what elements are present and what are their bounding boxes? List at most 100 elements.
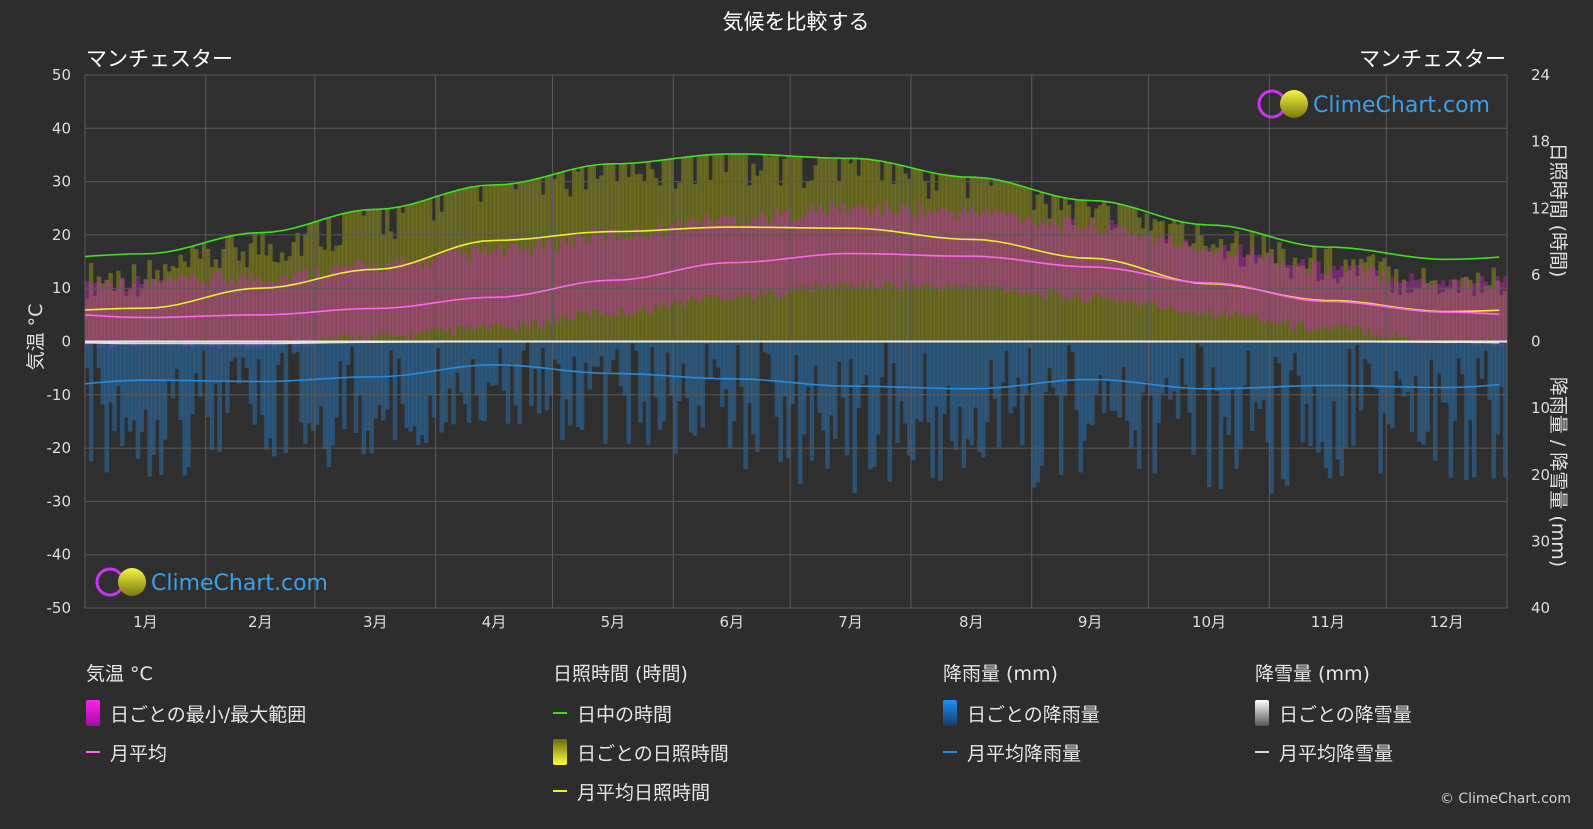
rain-daily-bar (689, 342, 693, 433)
rain-daily-bar (167, 342, 171, 381)
rain-daily-bar (619, 342, 623, 387)
temp-range-daily-bar (284, 275, 288, 342)
temp-range-daily-bar (334, 265, 338, 339)
rain-daily-bar (782, 342, 786, 397)
rain-daily-bar (681, 342, 685, 364)
plot-area: 50403020100-10-20-30-40-5024181260102030… (47, 66, 1551, 631)
rain-daily-bar (665, 342, 669, 353)
temp-range-daily-bar (171, 279, 175, 343)
rain-daily-bar (1402, 342, 1406, 397)
rain-daily-bar (362, 342, 366, 455)
rain-daily-bar (475, 342, 479, 396)
rain-daily-bar (1273, 342, 1277, 357)
temp-range-daily-bar (1480, 276, 1484, 337)
rain-daily-bar (876, 342, 880, 435)
temp-range-daily-bar (767, 224, 771, 292)
rain-daily-bar (1390, 342, 1394, 429)
temp-range-daily-bar (1429, 285, 1433, 343)
temp-range-daily-bar (708, 220, 712, 294)
rain-daily-bar (1114, 342, 1118, 411)
rain-daily-bar (1071, 342, 1075, 353)
temp-range-daily-bar (821, 211, 825, 289)
rain-daily-bar (514, 342, 518, 406)
temp-range-daily-bar (440, 254, 444, 327)
rain-daily-bar (1339, 342, 1343, 476)
temp-range-daily-bar (303, 269, 307, 347)
rain-daily-bar (307, 342, 311, 424)
rain-daily-bar (1024, 342, 1028, 395)
rain-daily-bar (845, 342, 849, 456)
temp-range-daily-bar (1001, 212, 1005, 289)
rain-daily-bar (560, 342, 564, 440)
temp-range-daily-bar (611, 230, 615, 315)
rain-daily-bar (393, 342, 397, 441)
temp-range-daily-bar (1223, 245, 1227, 309)
y-tick-right-precip: 40 (1531, 599, 1550, 617)
temp-range-daily-bar (253, 281, 257, 346)
temp-range-daily-bar (798, 219, 802, 291)
rain-daily-bar (1242, 342, 1246, 386)
rain-daily-bar (237, 342, 241, 384)
rain-daily-bar (697, 342, 701, 406)
temp-range-daily-bar (1191, 249, 1195, 312)
rain-daily-bar (1347, 342, 1351, 349)
y-tick-left: 10 (52, 279, 71, 297)
rain-daily-bar (319, 342, 323, 407)
temp-range-daily-bar (1086, 228, 1090, 303)
temp-range-daily-bar (872, 211, 876, 287)
temp-range-daily-bar (385, 263, 389, 333)
temp-range-daily-bar (591, 228, 595, 310)
rain-daily-bar (175, 342, 179, 369)
rain-daily-bar (1098, 342, 1102, 376)
temp-range-daily-bar (619, 236, 623, 308)
temp-range-daily-bar (241, 273, 245, 344)
temp-range-daily-bar (817, 205, 821, 286)
temp-range-daily-bar (919, 204, 923, 286)
rain-daily-bar (588, 342, 592, 390)
temp-range-daily-bar (794, 220, 798, 287)
rain-daily-bar (424, 342, 428, 443)
rain-daily-bar (381, 342, 385, 421)
temp-range-daily-bar (845, 214, 849, 286)
rain-daily-bar (556, 342, 560, 364)
temp-range-daily-bar (630, 240, 634, 316)
rain-daily-bar (1188, 342, 1192, 413)
rain-daily-bar (1001, 342, 1005, 383)
rain-daily-bar (973, 342, 977, 408)
rain-daily-bar (323, 342, 327, 450)
temp-range-daily-bar (1047, 226, 1051, 289)
location-left: マンチェスター (86, 47, 233, 71)
rain-daily-bar (1133, 342, 1137, 431)
rain-daily-bar (1090, 342, 1094, 426)
temp-range-daily-bar (1211, 254, 1215, 318)
rain-daily-bar (486, 342, 490, 383)
rain-daily-bar (1106, 342, 1110, 380)
temp-range-daily-bar (1308, 273, 1312, 332)
temp-range-daily-bar (662, 236, 666, 301)
temp-range-daily-bar (217, 272, 221, 348)
rain-daily-bar (553, 342, 557, 360)
rain-daily-bar (521, 342, 525, 351)
temp-range-daily-bar (1067, 217, 1071, 298)
temp-range-daily-bar (736, 226, 740, 296)
rain-daily-bar (1250, 342, 1254, 432)
rain-daily-bar (1262, 342, 1266, 401)
x-tick-month: 9月 (1078, 613, 1103, 631)
temp-range-daily-bar (814, 212, 818, 282)
temp-range-daily-bar (1188, 245, 1192, 313)
temp-range-daily-bar (1234, 253, 1238, 310)
temp-range-daily-bar (198, 284, 202, 339)
temp-range-daily-bar (350, 268, 354, 337)
rain-daily-bar (1223, 342, 1227, 417)
rain-daily-bar (506, 342, 510, 424)
rain-daily-bar (1215, 342, 1219, 392)
rain-daily-bar (533, 342, 537, 369)
rain-daily-bar (1312, 342, 1316, 386)
temp-range-daily-bar (443, 254, 447, 332)
temp-range-daily-bar (595, 235, 599, 310)
rain-daily-bar (1277, 342, 1281, 364)
temp-range-daily-bar (338, 267, 342, 335)
rain-daily-bar (599, 342, 603, 357)
temp-range-daily-bar (1460, 288, 1464, 342)
temp-range-daily-bar (1012, 213, 1016, 289)
